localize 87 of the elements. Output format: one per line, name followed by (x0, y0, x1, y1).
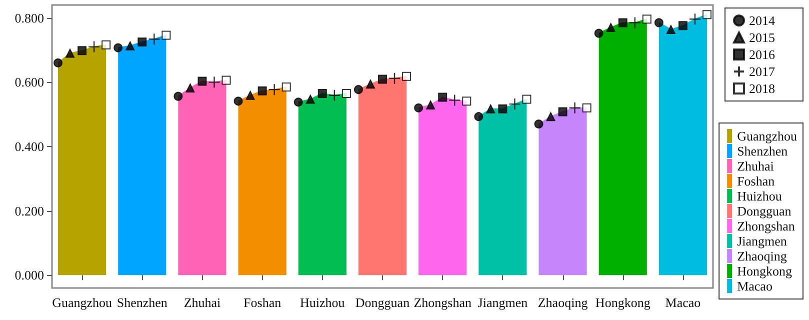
point (678, 21, 688, 30)
point (222, 76, 231, 85)
point (522, 94, 532, 104)
point (438, 92, 448, 102)
point (568, 102, 581, 114)
point (606, 23, 616, 32)
point (462, 96, 472, 106)
point (138, 37, 147, 46)
point (306, 94, 315, 104)
point (102, 40, 111, 50)
x-tick-label: Guangzhou (52, 295, 113, 310)
point (66, 48, 75, 58)
point (354, 85, 363, 94)
point (486, 104, 496, 114)
legend-label: Huizhou (737, 188, 782, 204)
x-tick-label: Zhongshan (414, 295, 472, 310)
point (582, 103, 592, 112)
point (414, 103, 424, 112)
point (618, 18, 628, 28)
point (174, 92, 183, 101)
point (402, 72, 412, 81)
x-tick-label: Hongkong (595, 295, 651, 310)
legend-label: Dongguan (737, 204, 792, 218)
point (318, 88, 327, 98)
point (508, 98, 521, 110)
point (558, 107, 568, 116)
point (498, 104, 508, 114)
point (88, 40, 100, 53)
point (594, 28, 604, 38)
point (448, 94, 461, 106)
point (208, 76, 220, 88)
legend-label: Zhuhai (737, 158, 774, 174)
legend-label: Jiangmen (737, 234, 788, 248)
x-tick-label: Huizhou (300, 295, 346, 310)
point (246, 90, 255, 100)
y-tick-label: 0.000 (14, 268, 44, 283)
legend-label: Guangzhou (737, 128, 798, 144)
point (642, 14, 652, 24)
legend-label: 2015 (749, 30, 775, 45)
x-tick-label: Dongguan (355, 295, 410, 310)
point (378, 74, 387, 84)
point (126, 41, 135, 50)
point (328, 89, 341, 102)
point (198, 76, 207, 86)
legend-label: Foshan (737, 174, 776, 188)
point (162, 30, 171, 40)
y-tick-label: 0.600 (14, 74, 44, 90)
x-tick-label: Zhuhai (184, 295, 222, 310)
point (114, 43, 123, 52)
legend-label: Zhongshan (737, 218, 796, 234)
point (54, 58, 63, 68)
point (654, 18, 664, 28)
x-tick-label: Jiangmen (478, 295, 528, 310)
point (388, 72, 401, 84)
point (234, 96, 243, 106)
legend-label: 2017 (749, 64, 776, 79)
x-tick-label: Shenzhen (116, 295, 168, 310)
x-tick-label: Foshan (244, 295, 282, 310)
point (268, 83, 280, 96)
x-tick-label: Zhaoqing (538, 295, 588, 310)
y-tick-label: 0.200 (14, 203, 44, 218)
point (78, 46, 87, 56)
point (258, 86, 267, 96)
point (282, 82, 291, 92)
legend-label: Zhaoqing (737, 248, 788, 264)
point (474, 112, 484, 122)
legend-label: Macao (737, 278, 772, 294)
legend-label: Hongkong (737, 264, 792, 278)
legend-label: 2016 (749, 47, 776, 62)
legend-label: 2014 (749, 13, 776, 28)
point (426, 100, 436, 110)
x-tick-label: Macao (665, 295, 701, 310)
point (342, 88, 351, 98)
legend-label: 2018 (749, 81, 775, 96)
point (366, 80, 375, 89)
legend-label: Shenzhen (737, 144, 788, 158)
y-tick-label: 0.800 (14, 10, 44, 26)
y-tick-label: 0.400 (14, 139, 44, 154)
point (666, 24, 676, 34)
point (702, 10, 712, 20)
point (688, 13, 702, 26)
point (628, 16, 641, 29)
point (148, 32, 160, 46)
point (294, 98, 303, 107)
point (546, 112, 556, 122)
point (186, 83, 195, 92)
point (534, 119, 544, 128)
